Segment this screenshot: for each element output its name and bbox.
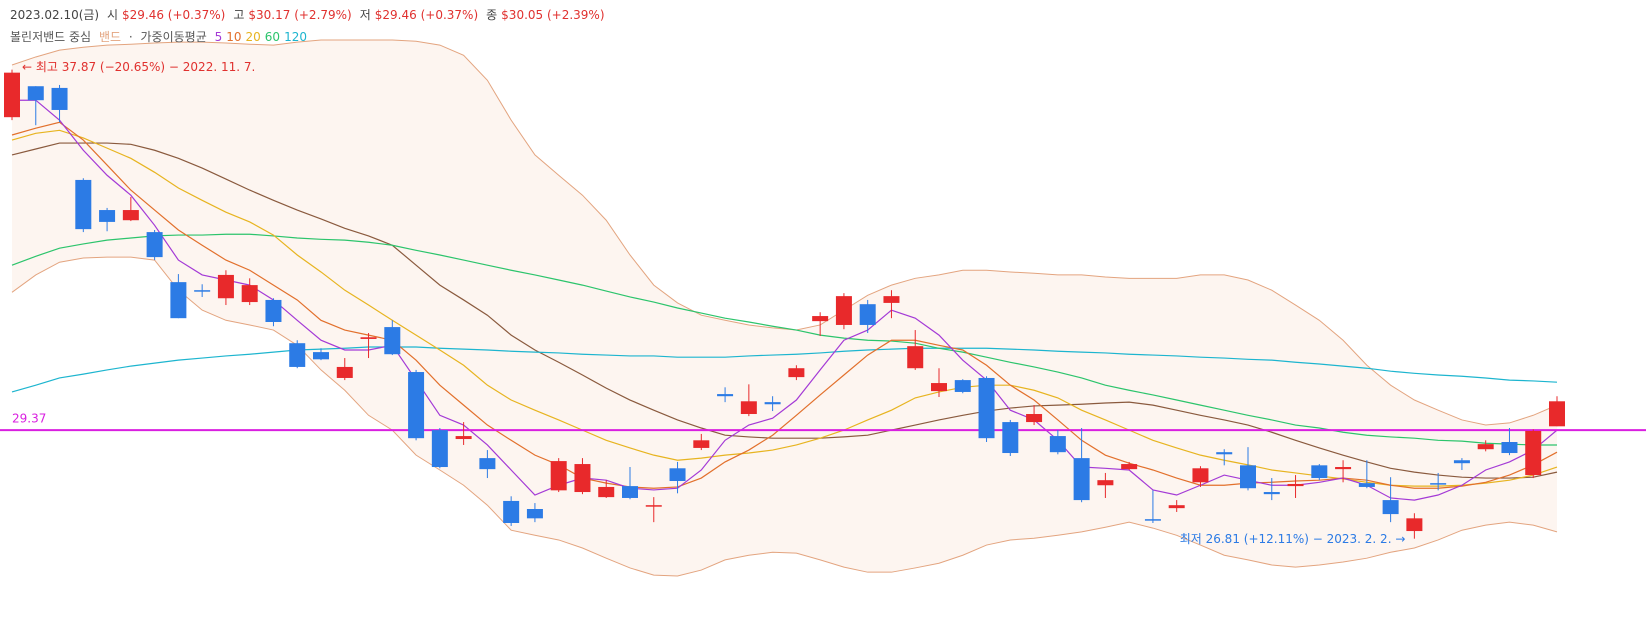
candle-body (1097, 480, 1114, 486)
candle-body (1192, 468, 1209, 483)
candle-body (1549, 401, 1565, 427)
candle-body (1477, 444, 1494, 450)
candle-body (574, 464, 591, 493)
candle-body (812, 316, 829, 322)
candle-body (146, 232, 163, 258)
high-annotation: ← 최고 37.87 (−20.65%) − 2022. 11. 7. (22, 60, 255, 74)
legend-wma: 가중이동평균 (140, 30, 207, 44)
legend-separator: · (128, 30, 133, 44)
candle-body (241, 285, 258, 303)
candle-body (75, 179, 92, 230)
candle-body (1287, 483, 1304, 487)
band-center (11, 142, 1558, 479)
candle-body (384, 327, 401, 355)
candle-body (598, 486, 615, 498)
candle-body (883, 296, 900, 303)
legend-item: 10 (226, 30, 242, 44)
candle-body (479, 458, 496, 470)
candle-body (1263, 492, 1280, 495)
candle-body (764, 402, 781, 405)
ohlc-header: 2023.02.10(금) 시 $29.46 (+0.37%) 고 $30.17 (+… (10, 6, 613, 23)
candle-body (907, 346, 924, 369)
candle-body (1406, 518, 1423, 532)
candle-body (1121, 464, 1138, 470)
candle-body (313, 352, 329, 360)
field-value: $30.05 (+2.39%) (501, 8, 605, 22)
band-lower (11, 256, 1558, 577)
legend-center: 볼린저밴드 중심 (10, 30, 92, 44)
wma-line (11, 129, 1558, 487)
candle-body (788, 368, 805, 378)
candle-body (4, 72, 20, 118)
candle-body (622, 486, 638, 498)
candle-body (550, 461, 567, 491)
candle-body (1382, 500, 1399, 515)
candle-body (1073, 458, 1090, 501)
candle-body (122, 210, 139, 221)
legend-item: 5 (214, 30, 223, 44)
candle-body (978, 377, 995, 439)
candle-body (1525, 430, 1542, 476)
candle-body (1240, 465, 1256, 489)
legend: 볼린저밴드 중심 밴드 · 가중이동평균 5 10 20 60 120 (10, 28, 311, 45)
candle-body (1335, 467, 1352, 470)
candle-body (1430, 483, 1447, 485)
candle-body (99, 210, 116, 222)
candle-body (1216, 452, 1233, 455)
candle-body (455, 436, 472, 440)
candle-body (1026, 414, 1043, 423)
candle-body (669, 468, 686, 482)
field-value: $30.17 (+2.79%) (248, 8, 352, 22)
candle-body (170, 282, 187, 319)
wma-line (11, 233, 1557, 446)
band-upper (11, 39, 1558, 426)
candle-body (431, 430, 448, 468)
legend-item: 120 (284, 30, 307, 44)
candle-body (217, 274, 234, 299)
legend-band: 밴드 (98, 30, 122, 44)
candle-body (1168, 505, 1185, 509)
field-value: $29.46 (+0.37%) (374, 8, 479, 22)
field-label: 시 (106, 8, 118, 22)
candle-body (360, 337, 377, 339)
wma-line (11, 346, 1558, 393)
candle-body (526, 509, 543, 519)
candle-body (408, 372, 425, 439)
price-line-label: 29.37 (12, 412, 46, 426)
candle-body (645, 505, 662, 507)
candle-body (717, 394, 734, 397)
field-label: 고 (233, 8, 245, 22)
candle-body (1311, 465, 1328, 479)
candle-body (693, 440, 710, 448)
legend-item: 20 (245, 30, 261, 44)
field-label: 종 (486, 8, 498, 22)
field-label: 저 (359, 8, 371, 22)
candle-body (503, 500, 520, 523)
band-fill (12, 40, 1557, 576)
candle-body (1144, 519, 1161, 521)
candle-body (931, 383, 947, 392)
candle-body (1453, 460, 1470, 464)
candle-body (289, 343, 306, 367)
candle-body (1002, 422, 1019, 454)
candle-body (194, 290, 211, 292)
low-annotation: 최저 26.81 (+12.11%) − 2023. 2. 2. → (1180, 532, 1406, 546)
candle-body (265, 299, 282, 322)
candle-body (336, 366, 353, 378)
candle-body (51, 87, 68, 110)
candle-body (1501, 442, 1518, 454)
candle-body (1358, 483, 1375, 487)
field-value: $29.46 (+0.37%) (122, 8, 226, 22)
candle-body (740, 401, 757, 415)
wma-line (11, 121, 1558, 489)
candle-body (27, 86, 44, 101)
legend-item: 60 (264, 30, 281, 44)
candle-body (954, 380, 971, 392)
date: 2023.02.10(금) (10, 8, 100, 22)
candle-body (835, 296, 852, 325)
candle-body (1049, 436, 1066, 453)
candle-body (859, 304, 876, 325)
